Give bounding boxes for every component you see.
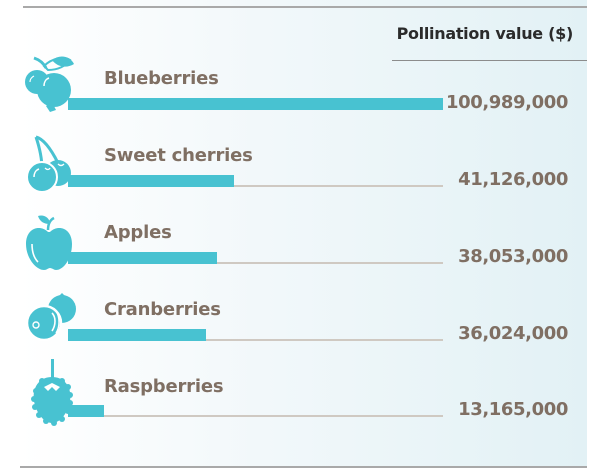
bar-track [68,339,443,341]
bar-row-raspberries: Raspberries 13,165,000 [0,359,614,429]
value-bar [68,98,443,110]
cherry-icon [26,135,71,193]
value-label: 36,024,000 [458,323,568,344]
apple-icon [26,215,72,270]
header-divider [392,60,587,61]
category-label: Apples [104,222,172,243]
value-label: 38,053,000 [458,246,568,267]
value-label: 41,126,000 [458,169,568,190]
value-bar [68,175,234,187]
value-bar [68,405,104,417]
category-label: Raspberries [104,376,224,397]
value-label: 100,989,000 [446,92,568,113]
top-divider [23,6,587,8]
bottom-divider [20,466,587,468]
bar-row-sweet-cherries: Sweet cherries 41,126,000 [0,129,614,199]
bar-row-blueberries: Blueberries 100,989,000 [0,52,614,122]
category-label: Blueberries [104,68,219,89]
bar-track [68,415,443,417]
category-label: Cranberries [104,299,221,320]
value-bar [68,329,206,341]
bar-track [68,185,443,187]
value-bar [68,252,217,264]
bar-row-apples: Apples 38,053,000 [0,206,614,276]
category-label: Sweet cherries [104,145,253,166]
value-label: 13,165,000 [458,399,568,420]
blueberry-icon [25,56,74,112]
chart-background [20,0,587,468]
value-column-header: Pollination value ($) [396,24,574,43]
cranberry-icon [25,293,76,342]
bar-row-cranberries: Cranberries 36,024,000 [0,283,614,353]
bar-track [68,262,443,264]
